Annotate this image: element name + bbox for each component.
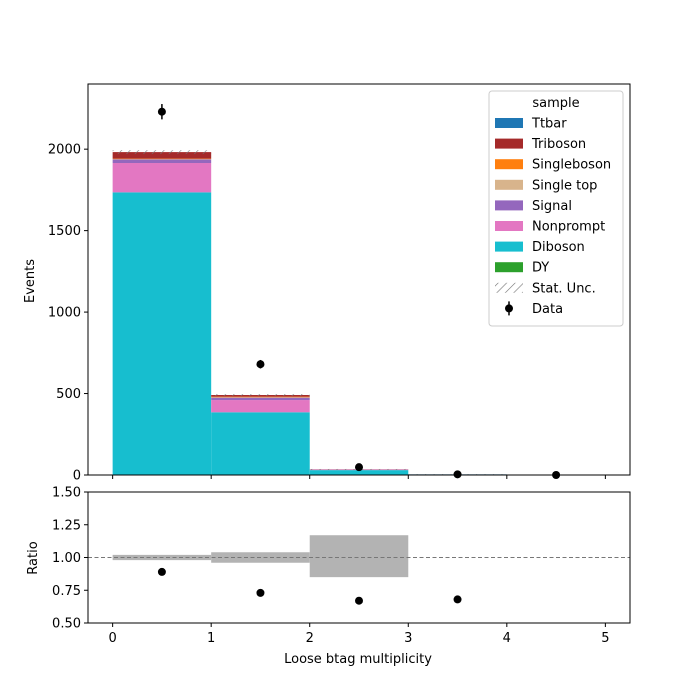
main-plot-area: 0 500 1000 1500 2000 — [48, 83, 631, 484]
ratio-y-tick-label: 1.50 — [52, 486, 81, 501]
legend-swatch-single-top — [495, 179, 523, 190]
ratio-unc-band-bin-2 — [309, 535, 409, 578]
legend-swatch-diboson — [495, 241, 523, 252]
ratio-y-tick-label: 0.50 — [52, 617, 81, 632]
legend-swatch-singleboson — [495, 159, 523, 170]
legend: sample Ttbar Triboson Singleboson Single top… — [488, 90, 624, 327]
ratio-y-tick-label: 1.00 — [52, 551, 81, 566]
data-point — [355, 463, 363, 472]
stat-unc-band-bin-1 — [211, 394, 310, 396]
x-tick-label: 1 — [207, 631, 215, 646]
ratio-point — [453, 595, 462, 604]
main-y-tick-label: 0 — [73, 469, 81, 484]
bar-triboson-bin-0 — [112, 152, 212, 159]
bar-nonprompt-bin-0 — [112, 163, 212, 193]
legend-title: sample — [532, 96, 579, 111]
x-tick-label: 0 — [108, 631, 116, 646]
legend-label-dy: DY — [532, 261, 549, 276]
bar-diboson-bin-0 — [112, 192, 212, 475]
x-tick-label: 5 — [601, 631, 609, 646]
legend-label-singleboson: Singleboson — [532, 158, 611, 173]
legend-label-single-top: Single top — [532, 178, 597, 193]
main-y-tick-label: 500 — [56, 387, 81, 402]
ratio-point — [256, 588, 265, 597]
legend-label-stat-unc: Stat. Unc. — [532, 281, 596, 296]
main-y-tick-label: 1500 — [48, 224, 81, 239]
ratio-point — [157, 567, 166, 576]
main-y-tick-label: 1000 — [48, 306, 81, 321]
legend-swatch-stat-unc — [495, 282, 523, 293]
legend-swatch-nonprompt — [495, 221, 523, 231]
x-axis-label: Loose btag multiplicity — [284, 652, 432, 667]
legend-label-signal: Signal — [532, 199, 572, 214]
legend-swatch-triboson — [495, 138, 523, 149]
ratio-y-axis-label: Ratio — [26, 541, 41, 574]
x-tick-label: 2 — [306, 631, 314, 646]
ratio-point — [355, 596, 363, 605]
legend-label-diboson: Diboson — [532, 240, 585, 255]
main-axes-frame — [87, 83, 631, 476]
bar-signal-bin-0 — [112, 159, 212, 164]
ratio-plot-area: 0.50 0.75 1.00 1.25 1.50 0 1 2 3 4 5 — [52, 486, 631, 646]
ratio-y-tick-label: 0.75 — [52, 584, 81, 599]
main-y-tick-label: 2000 — [48, 143, 81, 158]
data-point — [453, 470, 462, 479]
bar-singleboson-bin-1 — [211, 396, 310, 398]
bar-signal-bin-1 — [211, 397, 310, 401]
data-point — [256, 360, 265, 369]
bar-diboson-bin-2 — [309, 470, 409, 475]
bar-nonprompt-bin-1 — [211, 400, 310, 413]
x-tick-label: 4 — [503, 631, 511, 646]
legend-label-nonprompt: Nonprompt — [532, 220, 605, 235]
main-y-axis-label: Events — [23, 259, 38, 303]
legend-label-ttbar: Ttbar — [531, 117, 567, 132]
legend-label-data: Data — [532, 302, 563, 317]
legend-swatch-signal — [495, 200, 523, 211]
bar-diboson-bin-1 — [211, 412, 310, 475]
x-tick-label: 3 — [404, 631, 412, 646]
ratio-y-tick-label: 1.25 — [52, 518, 81, 533]
legend-marker-data — [505, 304, 513, 313]
stat-unc-band-bin-0 — [112, 150, 212, 155]
legend-swatch-ttbar — [495, 118, 523, 128]
data-point — [157, 107, 166, 116]
legend-label-triboson: Triboson — [531, 137, 586, 152]
legend-swatch-dy — [495, 262, 523, 273]
